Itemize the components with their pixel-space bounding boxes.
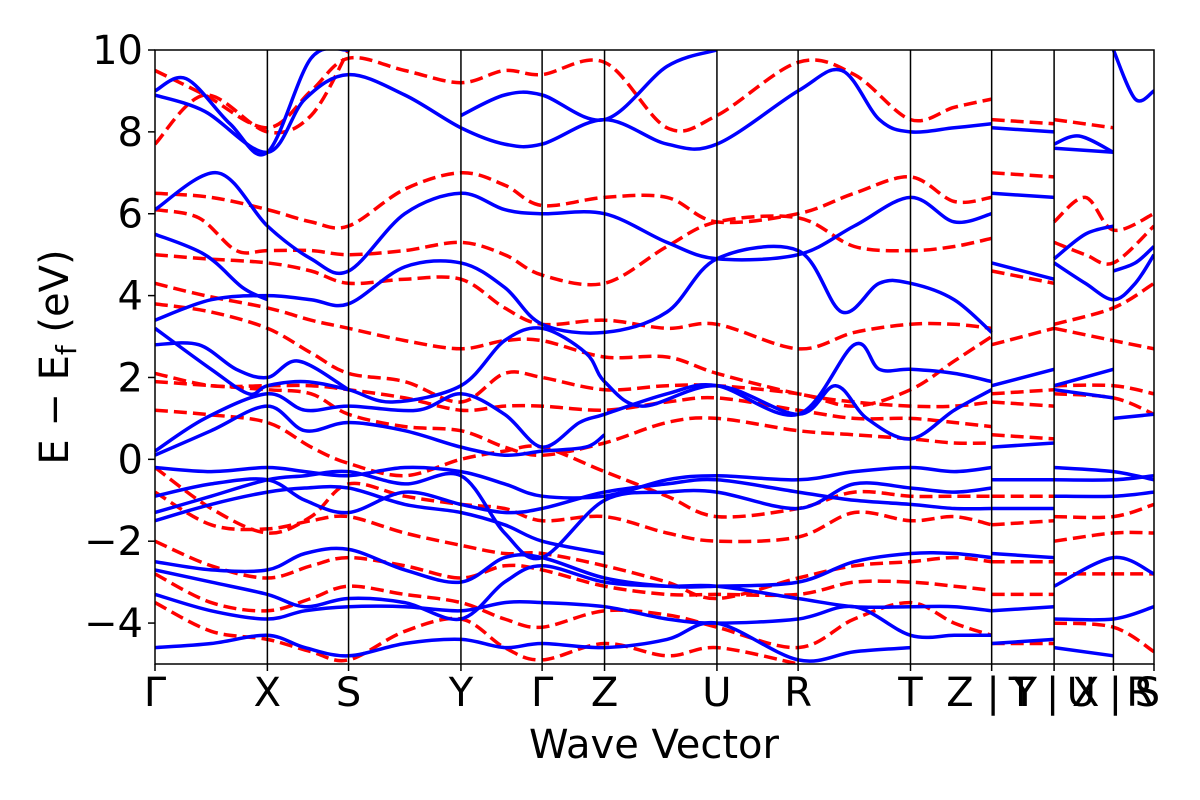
x-tick-label-10: Z | Y bbox=[946, 670, 1037, 716]
y-axis-label: E − Ef (eV) bbox=[32, 249, 83, 464]
red-band-19 bbox=[1052, 195, 1154, 233]
x-tick-label-1: Γ bbox=[144, 670, 167, 716]
y-tick-label-8: 10 bbox=[92, 28, 143, 74]
x-tick-label-7: U bbox=[702, 670, 731, 716]
blue-band-38 bbox=[1053, 555, 1154, 588]
blue-band-5 bbox=[155, 341, 350, 392]
y-axis-label-main: E − E bbox=[32, 355, 78, 465]
blue-band-27 bbox=[991, 367, 1055, 388]
blue-band-14 bbox=[155, 592, 992, 640]
y-tick-label-3: 0 bbox=[118, 437, 143, 483]
x-tick-label-5: Γ bbox=[531, 670, 554, 716]
red-band-17 bbox=[1053, 117, 1114, 130]
red-band-31 bbox=[1054, 502, 1154, 520]
blue-band-43 bbox=[1111, 50, 1154, 103]
red-band-7 bbox=[155, 302, 993, 408]
blue-band-28 bbox=[1053, 367, 1114, 388]
x-tick-label-8: R bbox=[784, 670, 812, 716]
red-band-23 bbox=[1053, 326, 1154, 351]
blue-band-19 bbox=[991, 126, 1055, 134]
blue-band-15 bbox=[155, 620, 911, 663]
x-tick-label-3: S bbox=[336, 670, 361, 716]
x-tick-label-2: X bbox=[254, 670, 281, 716]
blue-band-17 bbox=[155, 50, 349, 157]
x-tick-label-13: R bbox=[1126, 670, 1154, 716]
blue-band-24 bbox=[1052, 224, 1114, 261]
y-axis-label-unit: (eV) bbox=[32, 249, 78, 345]
y-axis-label-subscript: f bbox=[50, 344, 83, 355]
blue-band-8 bbox=[155, 465, 992, 500]
blue-band-22 bbox=[991, 191, 1055, 200]
x-tick-label-4: Y bbox=[448, 670, 474, 716]
red-band-16 bbox=[991, 117, 1055, 126]
red-band-18 bbox=[991, 171, 1055, 179]
y-tick-label-5: 4 bbox=[118, 274, 143, 320]
blue-band-41 bbox=[991, 637, 1055, 646]
blue-band-16 bbox=[155, 67, 992, 155]
x-axis-label: Wave Vector bbox=[529, 722, 780, 768]
red-band-9 bbox=[155, 379, 992, 457]
red-band-33 bbox=[1053, 530, 1154, 543]
y-tick-label-2: −2 bbox=[84, 519, 143, 565]
blue-band-13 bbox=[155, 564, 992, 622]
blue-band-23 bbox=[991, 261, 1055, 281]
red-band-1 bbox=[155, 55, 993, 133]
red-band-26 bbox=[991, 400, 1055, 408]
red-dashed-bands bbox=[155, 50, 1154, 664]
y-axis-ticks: −4 −2 0 2 4 6 8 10 bbox=[84, 28, 155, 647]
red-band-20 bbox=[1053, 224, 1154, 266]
red-band-21 bbox=[991, 269, 1055, 286]
blue-band-29 bbox=[1053, 387, 1114, 400]
blue-band-37 bbox=[991, 551, 1055, 560]
blue-band-39 bbox=[991, 604, 1055, 613]
blue-band-6 bbox=[155, 341, 993, 453]
y-tick-label-1: −4 bbox=[84, 601, 143, 647]
high-symmetry-lines bbox=[266, 50, 1115, 664]
blue-band-31 bbox=[991, 441, 1055, 449]
y-tick-label-7: 8 bbox=[118, 110, 143, 156]
x-tick-label-11: T | X bbox=[1008, 670, 1100, 716]
blue-band-42 bbox=[1053, 645, 1114, 658]
red-band-29 bbox=[991, 433, 1055, 441]
x-tick-label-12: U | S bbox=[1067, 670, 1161, 716]
blue-band-26 bbox=[1112, 245, 1154, 273]
red-band-10 bbox=[155, 408, 992, 519]
plot-frame bbox=[154, 49, 1155, 665]
blue-band-1 bbox=[155, 244, 993, 335]
red-band-37 bbox=[1053, 621, 1154, 654]
red-band-14 bbox=[155, 572, 993, 650]
red-band-13 bbox=[155, 539, 992, 598]
blue-band-9 bbox=[155, 477, 992, 515]
blue-band-30 bbox=[1113, 412, 1154, 421]
red-band-5 bbox=[155, 252, 992, 351]
blue-band-12 bbox=[155, 546, 992, 589]
red-band-22 bbox=[1053, 281, 1154, 326]
blue-band-21 bbox=[1053, 146, 1114, 155]
blue-band-10 bbox=[155, 469, 992, 561]
blue-band-34 bbox=[1054, 473, 1154, 482]
red-band-25 bbox=[991, 387, 1055, 396]
blue-band-18 bbox=[460, 50, 718, 122]
red-band-3 bbox=[155, 171, 992, 230]
x-tick-label-9: T bbox=[897, 670, 923, 716]
red-band-24 bbox=[991, 326, 1055, 347]
blue-band-20 bbox=[1053, 134, 1115, 154]
x-tick-label-6: Z bbox=[591, 670, 618, 716]
blue-band-40 bbox=[1054, 605, 1154, 622]
blue-band-3 bbox=[155, 232, 269, 302]
blue-band-4 bbox=[155, 326, 993, 441]
blue-band-11 bbox=[155, 484, 605, 556]
y-tick-label-6: 6 bbox=[118, 192, 143, 238]
blue-band-36 bbox=[1054, 490, 1154, 499]
blue-band-7 bbox=[155, 404, 606, 458]
blue-solid-bands bbox=[155, 50, 1154, 663]
red-band-2 bbox=[155, 50, 351, 146]
red-band-32 bbox=[991, 518, 1055, 527]
y-tick-label-4: 2 bbox=[118, 355, 143, 401]
